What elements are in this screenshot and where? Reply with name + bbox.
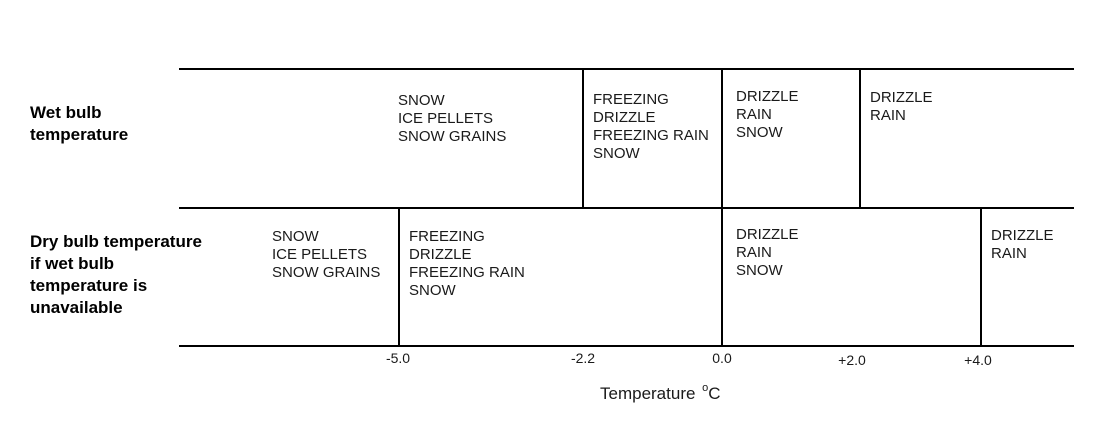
precip-label: SNOW GRAINS [272,264,381,281]
wet-cell-above-plus-2: DRIZZLE RAIN [870,89,933,125]
dry-boundary-0-0 [721,207,723,347]
precip-label: ICE PELLETS [272,246,368,263]
precip-label: SNOW [272,228,319,245]
precip-label: RAIN [870,107,906,124]
precip-label: SNOW [736,124,783,141]
dry-boundary-minus-5-0 [398,207,400,347]
wet-boundary-minus-2-2 [582,68,584,208]
precip-label: RAIN [736,106,772,123]
wet-label-line-2: temperature [30,125,129,144]
wet-cell-minus-2-2-to-0: FREEZING DRIZZLE FREEZING RAIN SNOW [593,91,709,163]
wet-boundary-plus-2-0 [859,68,861,208]
axis-title-text: Temperature [600,384,696,403]
precip-label: DRIZZLE [870,89,933,106]
dry-label-line-1: Dry bulb temperature [30,232,202,251]
tick-label-minus-2-2: -2.2 [570,350,596,366]
wet-row-top-line [179,68,1074,70]
precip-label: DRIZZLE [736,88,799,105]
tick-label-0-0: 0.0 [712,350,732,366]
precip-label: RAIN [736,244,772,261]
row-divider-line [179,207,1074,209]
precip-label: SNOW GRAINS [398,128,507,145]
precip-label: DRIZZLE [736,226,799,243]
dry-label-line-2: if wet bulb [30,254,115,273]
wet-bulb-row-label: Wet bulb temperature [30,102,128,146]
dry-cell-0-to-plus-4: DRIZZLE RAIN SNOW [736,226,799,280]
dry-cell-minus-5-to-0: FREEZING DRIZZLE FREEZING RAIN SNOW [409,228,525,300]
dry-bulb-row-label: Dry bulb temperature if wet bulb tempera… [30,231,202,319]
wet-boundary-0-0 [721,68,723,208]
precip-label: RAIN [991,245,1027,262]
precip-label: FREEZING RAIN [409,264,525,281]
precip-label: FREEZING [593,91,669,108]
precip-label: ICE PELLETS [398,110,494,127]
precip-label: SNOW [736,262,783,279]
dry-cell-below-minus-5: SNOW ICE PELLETS SNOW GRAINS [272,228,380,282]
precip-label: DRIZZLE [409,246,472,263]
precip-label: SNOW [398,92,445,109]
tick-label-minus-5-0: -5.0 [385,350,411,366]
tick-label-plus-4-0: +4.0 [964,352,992,368]
precip-label: SNOW [409,282,456,299]
axis-unit: C [708,384,721,403]
wet-cell-0-to-plus-2: DRIZZLE RAIN SNOW [736,88,799,142]
dry-boundary-plus-4-0 [980,207,982,347]
precip-label: DRIZZLE [593,109,656,126]
wet-label-line-1: Wet bulb [30,103,102,122]
dry-cell-above-plus-4: DRIZZLE RAIN [991,227,1054,263]
dry-label-line-3: temperature is [30,276,148,295]
degree-symbol: o [702,382,709,394]
axis-title: Temperature oC [600,382,721,404]
precip-label: FREEZING [409,228,485,245]
precip-label: FREEZING RAIN [593,127,709,144]
precip-label: SNOW [593,145,640,162]
axis-line [179,345,1074,347]
tick-label-plus-2-0: +2.0 [838,352,866,368]
precip-label: DRIZZLE [991,227,1054,244]
dry-label-line-4: unavailable [30,298,123,317]
wet-cell-below-minus-2-2: SNOW ICE PELLETS SNOW GRAINS [398,92,506,146]
